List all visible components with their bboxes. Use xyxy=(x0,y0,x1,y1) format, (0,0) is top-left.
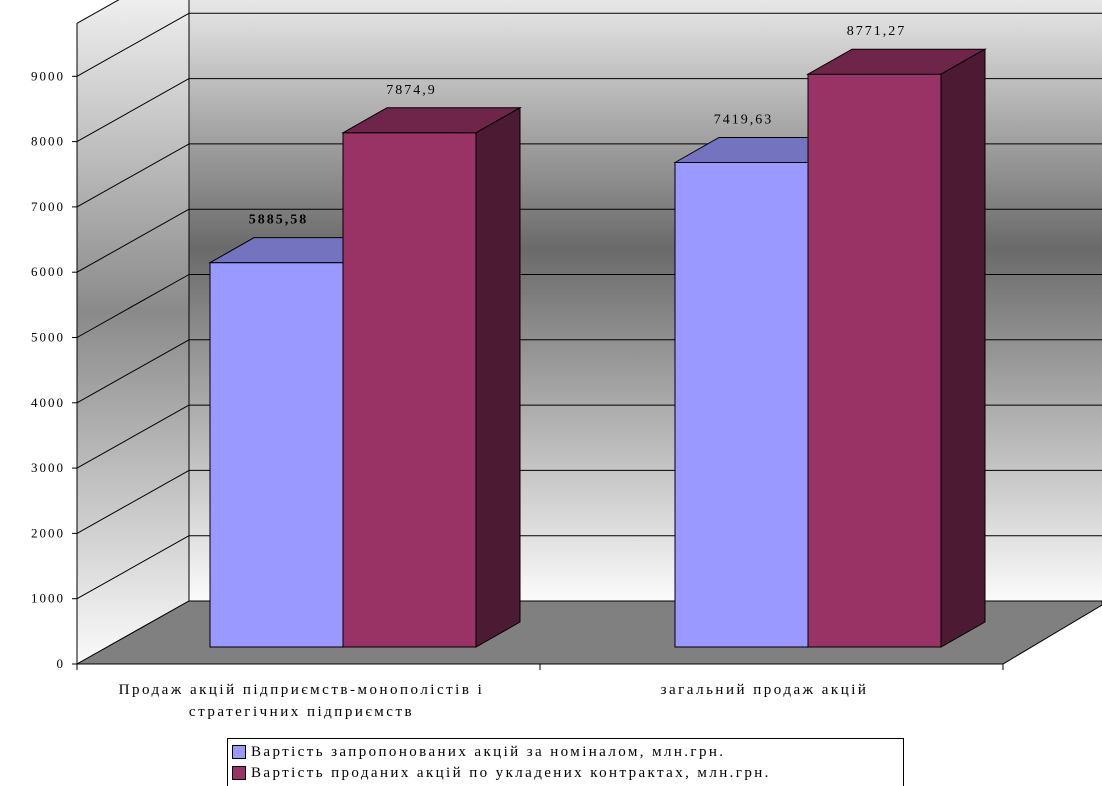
ytick-label-5000: 5000 xyxy=(31,330,65,345)
ytick-label-3000: 3000 xyxy=(31,460,65,475)
ytick-label-2000: 2000 xyxy=(31,525,65,540)
category-label-0-line-1: стратегічних підприємств xyxy=(189,704,414,720)
data-label-s1-c0: 7874,9 xyxy=(386,83,437,98)
bar-s1-c0-front xyxy=(342,132,477,648)
category-label-1-line-0: загальний продаж акцій xyxy=(661,682,869,698)
bar-s1-c0-side xyxy=(475,106,521,648)
ytick-label-1000: 1000 xyxy=(31,591,65,606)
bar-s0-c0-front xyxy=(209,262,344,648)
ytick-label-9000: 9000 xyxy=(31,68,65,83)
ytick-label-7000: 7000 xyxy=(31,199,65,214)
bars xyxy=(208,48,987,648)
side-wall xyxy=(76,0,190,665)
gridline-side-4000 xyxy=(76,339,190,404)
bar-s1-c1-side xyxy=(940,48,986,648)
legend-label-series-1: Вартість запропонованих акцій за номінал… xyxy=(251,743,726,760)
ytick-label-4000: 4000 xyxy=(31,395,65,410)
legend-swatch-series-2 xyxy=(232,766,246,780)
data-label-s1-c1: 8771,27 xyxy=(847,24,907,39)
gridline-side-6000 xyxy=(76,208,190,273)
legend-label-series-2: Вартість проданих акцій по укладених кон… xyxy=(251,764,771,781)
bar-s0-c1-front xyxy=(674,161,809,648)
gridline-side-7000 xyxy=(76,143,190,208)
legend: Вартість запропонованих акцій за номінал… xyxy=(227,738,904,786)
gridline-side-1000 xyxy=(76,535,190,600)
gridline-side-3000 xyxy=(76,404,190,469)
gridline-side-9000 xyxy=(76,12,190,77)
axes: 0 1000 2000 3000 4000 5000 6000 7000 8000 9000 Про… xyxy=(31,68,1004,720)
category-label-0-line-0: Продаж акцій підприємств-монополістів і xyxy=(119,682,485,698)
gridline-side-8000 xyxy=(76,78,190,143)
bar-s1-c1-front xyxy=(807,73,942,648)
ytick-label-0: 0 xyxy=(57,656,66,671)
data-labels: 5885,58 7874,9 7419,63 8771,27 xyxy=(249,24,907,228)
chart: 0 1000 2000 3000 4000 5000 6000 7000 8000 9000 Про… xyxy=(31,0,1102,720)
legend-item-series-1: Вартість запропонованих акцій за номінал… xyxy=(232,742,725,762)
data-label-s0-c0: 5885,58 xyxy=(249,213,309,228)
gridline-side-2000 xyxy=(76,469,190,534)
ytick-label-6000: 6000 xyxy=(31,264,65,279)
data-label-s0-c1: 7419,63 xyxy=(714,112,774,127)
ytick-label-8000: 8000 xyxy=(31,134,65,149)
gridline-side-5000 xyxy=(76,274,190,338)
legend-item-series-2: Вартість проданих акцій по укладених кон… xyxy=(232,763,771,783)
legend-swatch-series-1 xyxy=(232,745,246,759)
